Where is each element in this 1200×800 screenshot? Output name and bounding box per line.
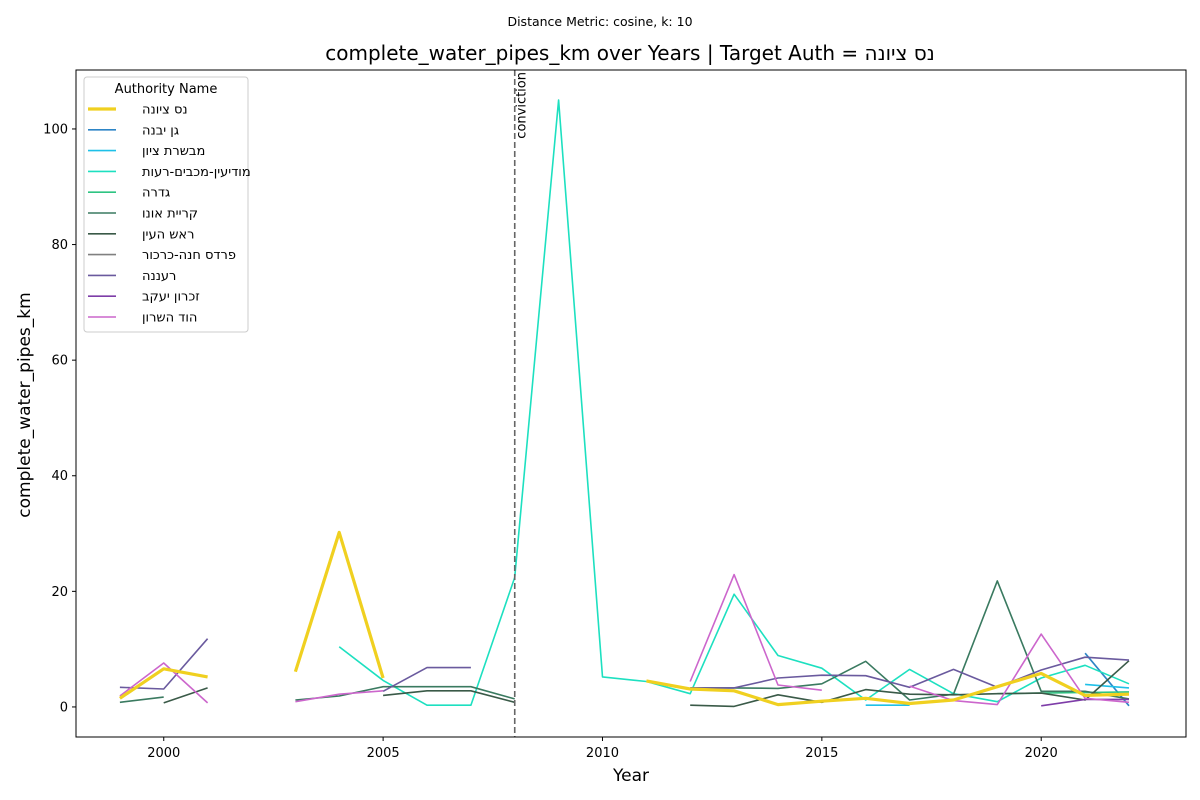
series-line-0-seg-0 — [119, 667, 208, 700]
y-tick-label-2: 40 — [51, 469, 68, 484]
legend-box — [83, 76, 249, 333]
plot-frame — [75, 69, 1187, 738]
legend-label-8: רעננה — [142, 269, 176, 284]
series-line-5-seg-0 — [119, 696, 164, 704]
y-tick-label-5: 100 — [43, 122, 68, 137]
x-tick-label-2: 2010 — [586, 746, 619, 761]
x-tick-label-4: 2020 — [1025, 746, 1058, 761]
legend-label-9: זכרון יעקב — [142, 290, 200, 305]
annotation-label: conviction — [515, 72, 530, 139]
legend-label-10: הוד השרון — [142, 311, 197, 326]
x-axis-label: Year — [612, 766, 649, 786]
chart-suptitle: Distance Metric: cosine, k: 10 — [507, 14, 692, 29]
y-tick-label-1: 20 — [51, 585, 68, 600]
series-line-10-seg-3 — [909, 633, 1130, 706]
x-tick-label-1: 2005 — [367, 746, 400, 761]
y-tick-label-4: 80 — [51, 238, 68, 253]
legend-label-3: מודיעין-מכבים-רעות — [142, 165, 251, 180]
series-line-6-seg-0 — [163, 687, 208, 704]
series-line-10-seg-2 — [689, 573, 822, 691]
axes: 2000 2005 2010 2015 2020 0 20 40 60 80 100 — [43, 69, 1187, 761]
y-tick-label-0: 0 — [60, 700, 68, 715]
series-line-10-seg-1 — [295, 690, 384, 703]
legend-label-2: מבשרת ציון — [142, 144, 205, 159]
legend-label-7: פרדס חנה-כרכור — [142, 248, 236, 263]
series-line-2-seg-1 — [1085, 683, 1130, 689]
legend-label-5: קריית אונו — [142, 207, 198, 222]
legend-label-0: נס ציונה — [142, 103, 188, 118]
series-line-5-seg-2 — [690, 580, 1130, 701]
y-axis-label: complete_water_pipes_km — [15, 292, 35, 517]
legend-label-1: גן יבנה — [142, 123, 179, 138]
legend-title: Authority Name — [115, 82, 218, 97]
y-tick-label-3: 60 — [51, 354, 68, 369]
x-tick-label-3: 2015 — [805, 746, 838, 761]
series-line-6-seg-1 — [383, 690, 515, 704]
series-line-5-seg-1 — [295, 685, 515, 701]
x-tick-label-0: 2000 — [147, 746, 180, 761]
plot-area: conviction — [119, 70, 1130, 737]
series-line-0-seg-2 — [646, 671, 1130, 707]
legend-label-4: גדרה — [142, 186, 170, 201]
legend: Authority Name נס ציונה גן יבנה מבשרת ציון מ… — [83, 76, 251, 333]
series-line-0-seg-1 — [293, 530, 385, 679]
series-line-3-seg-0 — [338, 99, 1130, 706]
legend-label-6: ראש העין — [142, 227, 194, 242]
series-line-8-seg-2 — [690, 656, 1130, 689]
series-line-8-seg-1 — [382, 666, 471, 693]
series-line-10-seg-0 — [119, 662, 209, 704]
series-line-9-seg-0 — [1041, 698, 1129, 707]
chart-title: complete_water_pipes_km over Years | Tar… — [325, 41, 934, 65]
